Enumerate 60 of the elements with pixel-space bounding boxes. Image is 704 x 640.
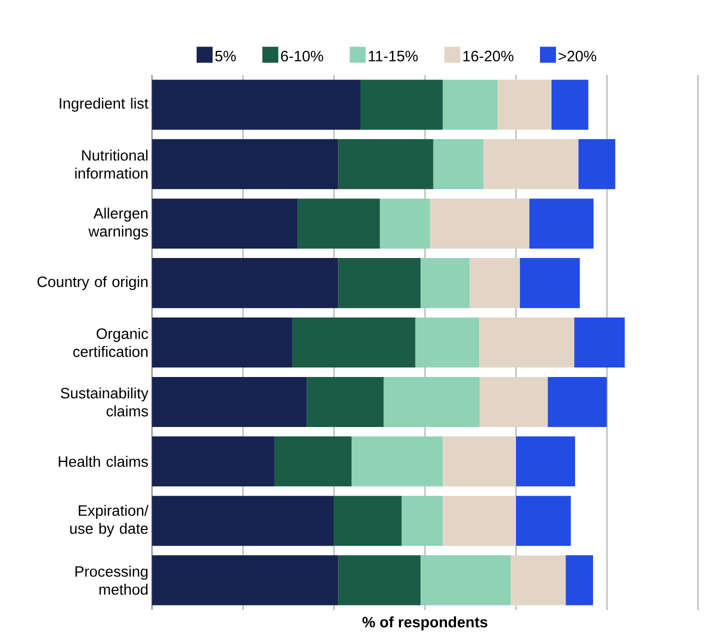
bar xyxy=(442,80,498,130)
bar xyxy=(338,555,421,606)
bar xyxy=(152,198,298,249)
y-tick-label: Country of origin xyxy=(38,276,148,290)
bar xyxy=(360,80,443,130)
y-tick-label: Organic certification xyxy=(73,328,148,358)
bar xyxy=(470,258,520,308)
bar xyxy=(510,555,566,606)
bar xyxy=(498,80,552,130)
bar xyxy=(520,258,580,308)
bar xyxy=(442,496,516,546)
bar xyxy=(152,80,360,130)
bar xyxy=(306,376,384,427)
bar xyxy=(529,198,594,249)
bar xyxy=(420,258,470,308)
bar xyxy=(578,139,616,190)
bar xyxy=(551,80,588,130)
y-tick-label: Allergen warnings xyxy=(88,208,148,240)
bar xyxy=(516,496,571,546)
bar xyxy=(338,139,434,190)
bar xyxy=(415,318,480,368)
legend-label: 16-20% xyxy=(463,50,514,62)
bar xyxy=(152,139,338,190)
legend-label: 6-10% xyxy=(281,50,324,62)
bar xyxy=(480,376,548,427)
bar xyxy=(338,258,421,308)
bar xyxy=(402,496,443,546)
bar xyxy=(566,555,594,606)
y-tick-label: Health claims xyxy=(58,456,148,467)
y-tick-label: Processing method xyxy=(75,566,148,595)
bar xyxy=(430,198,530,249)
bar xyxy=(420,555,511,606)
bar xyxy=(384,376,480,427)
legend-label: >20% xyxy=(558,50,596,62)
y-tick-label: Sustainability claims xyxy=(60,387,148,416)
bar xyxy=(380,198,430,249)
bar xyxy=(442,436,516,486)
bar xyxy=(334,496,402,546)
bar xyxy=(292,318,416,368)
bar xyxy=(152,436,274,486)
bar xyxy=(516,436,576,486)
bar xyxy=(152,496,334,546)
bar xyxy=(152,318,292,368)
y-tick-label: Ingredient list xyxy=(60,98,148,112)
bar xyxy=(152,258,338,308)
y-tick-label: Expiration/ use by date xyxy=(70,504,148,537)
bar xyxy=(152,555,338,606)
bar xyxy=(574,318,625,368)
bar xyxy=(433,139,484,190)
bar xyxy=(483,139,578,190)
y-tick-label: Nutritional information xyxy=(75,150,148,179)
bar xyxy=(298,198,380,249)
bar xyxy=(479,318,574,368)
bar xyxy=(548,376,607,427)
legend-label: 11-15% xyxy=(368,50,418,62)
bar xyxy=(274,436,352,486)
bar xyxy=(351,436,443,486)
x-axis-title: % of respondents xyxy=(362,616,488,630)
bar xyxy=(152,376,307,427)
legend-label: 5% xyxy=(215,50,236,62)
